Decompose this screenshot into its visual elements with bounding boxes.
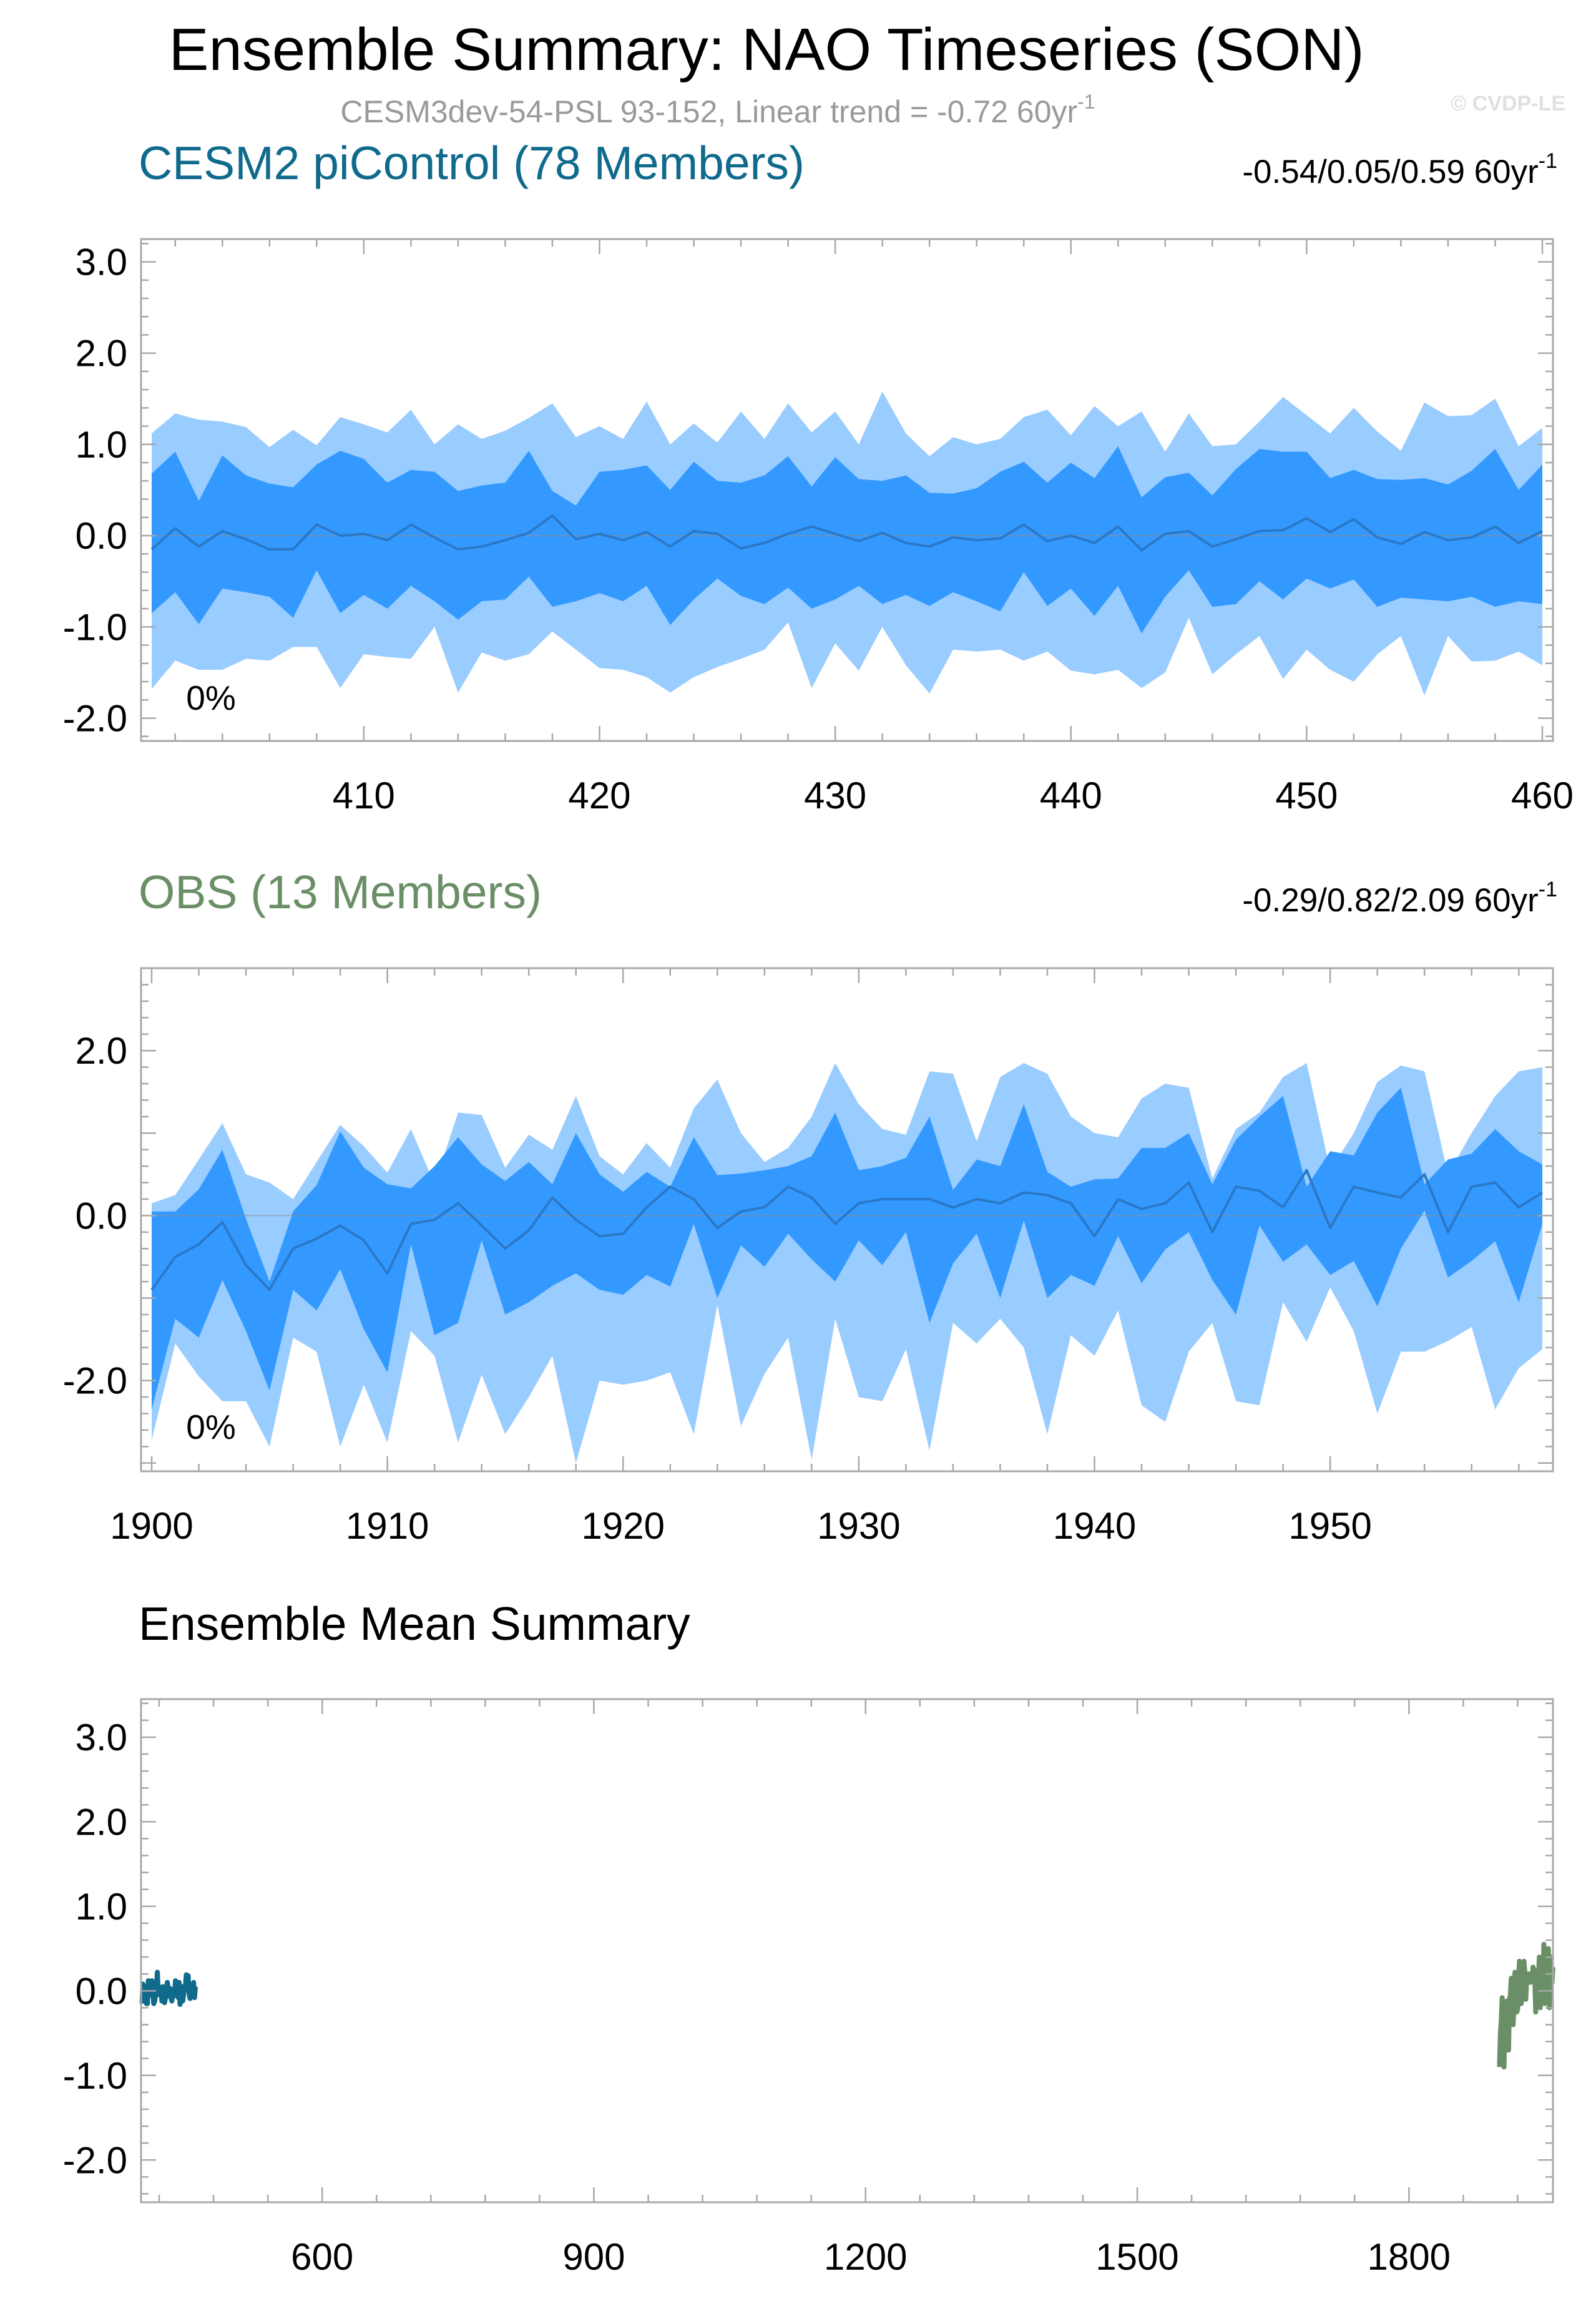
obs-ensemble-mean-line [150, 1169, 1544, 1292]
ensmean-ytick-label: 1.0 [76, 1886, 127, 1928]
ensmean-xtick-label: 1200 [824, 2236, 907, 2278]
cesm2-ytick-label: 1.0 [76, 424, 127, 466]
cesm2-ytick-label: 3.0 [76, 242, 127, 283]
cesm2-xtick-label: 460 [1511, 775, 1574, 816]
figure-title: Ensemble Summary: NAO Timeseries (SON) [169, 16, 1364, 83]
panel-obs-trend-sup: -1 [1539, 878, 1557, 901]
ensmean-xtick-label: 1800 [1368, 2236, 1451, 2278]
panel-cesm2-trend-sup: -1 [1539, 149, 1557, 173]
obs-xtick-label: 1900 [110, 1505, 193, 1547]
panel-cesm2-trend: -0.54/0.05/0.59 60yr-1 [1242, 149, 1557, 190]
panel-ensemble-mean-title: Ensemble Mean Summary [139, 1597, 690, 1650]
cesm2-xtick-label: 440 [1040, 775, 1102, 816]
figure-subtitle-text: CESM3dev-54-PSL 93-152, Linear trend = -… [340, 94, 1077, 129]
ensmean-ytick-label: 0.0 [76, 1970, 127, 2012]
obs-ytick-label: 2.0 [76, 1030, 127, 1072]
obs-band-interquartile [152, 1087, 1542, 1409]
panel-cesm2-trend-text: -0.54/0.05/0.59 60yr [1242, 154, 1538, 190]
panel-cesm2: CESM2 piControl (78 Members) -0.54/0.05/… [63, 137, 1574, 816]
cesm2-ytick-label: -1.0 [63, 606, 127, 648]
cesm2-frame [140, 238, 1554, 742]
cesm2-xtick-label: 410 [333, 775, 395, 816]
panel-obs-percent: 0% [186, 1408, 236, 1446]
cesm2-xtick-label: 420 [568, 775, 630, 816]
cesm2-xtick-label: 450 [1275, 775, 1338, 816]
panel-obs-trend: -0.29/0.82/2.09 60yr-1 [1242, 878, 1557, 919]
panel-obs-trend-text: -0.29/0.82/2.09 60yr [1242, 882, 1538, 919]
panel-cesm2-plot: 3.0 2.0 1.0 0.0 -1.0 -2.0 410 420 430 440 450 460 [63, 238, 1574, 816]
cesm2-ytick-label: -2.0 [63, 697, 127, 739]
ensmean-ytick-label: -1.0 [63, 2055, 127, 2097]
obs-ytick-label: 0.0 [76, 1195, 127, 1237]
ensmean-xtick-label: 900 [562, 2236, 625, 2278]
obs-xtick-label: 1940 [1053, 1505, 1136, 1547]
cesm2-ytick-label: 0.0 [76, 515, 127, 557]
panel-ensemble-mean-plot: 3.0 2.0 1.0 0.0 -1.0 -2.0 600 900 1200 1500 1800 [63, 1698, 1555, 2278]
ensmean-xtick-label: 1500 [1095, 2236, 1178, 2278]
ensmean-ytick-label: 3.0 [76, 1717, 127, 1758]
panel-obs-title: OBS (13 Members) [139, 866, 542, 918]
obs-xtick-label: 1910 [346, 1505, 429, 1547]
obs-ytick-label: -2.0 [63, 1360, 127, 1402]
figure-subtitle: CESM3dev-54-PSL 93-152, Linear trend = -… [340, 91, 1095, 129]
credit-watermark: © CVDP-LE [1451, 92, 1565, 115]
ensmean-ytick-label: 2.0 [76, 1801, 127, 1843]
panel-cesm2-title: CESM2 piControl (78 Members) [139, 137, 805, 189]
obs-xtick-label: 1950 [1288, 1505, 1371, 1547]
obs-xtick-label: 1930 [817, 1505, 900, 1547]
panel-cesm2-percent: 0% [186, 679, 236, 717]
figure-subtitle-sup: -1 [1077, 91, 1095, 113]
cesm2-xtick-label: 430 [804, 775, 866, 816]
ensmean-frame [140, 1698, 1554, 2204]
ensmean-line-obs [1497, 1941, 1555, 2070]
cesm2-ensemble-mean-line [150, 514, 1543, 552]
panel-obs-plot: 2.0 0.0 -2.0 1900 1910 1920 1930 1940 1950 [63, 967, 1554, 1547]
panel-obs: OBS (13 Members) -0.29/0.82/2.09 60yr-1 … [63, 866, 1557, 1547]
cesm2-band-interquartile [152, 446, 1542, 634]
ensmean-line-cesm2 [139, 1969, 198, 2007]
obs-xtick-label: 1920 [582, 1505, 665, 1547]
ensmean-xtick-label: 600 [291, 2236, 353, 2278]
ensmean-ytick-label: -2.0 [63, 2139, 127, 2181]
obs-frame [140, 967, 1554, 1473]
cesm2-ytick-label: 2.0 [76, 333, 127, 375]
panel-ensemble-mean: Ensemble Mean Summary 3.0 2.0 1.0 0.0 -1.0 -2… [63, 1597, 1555, 2278]
